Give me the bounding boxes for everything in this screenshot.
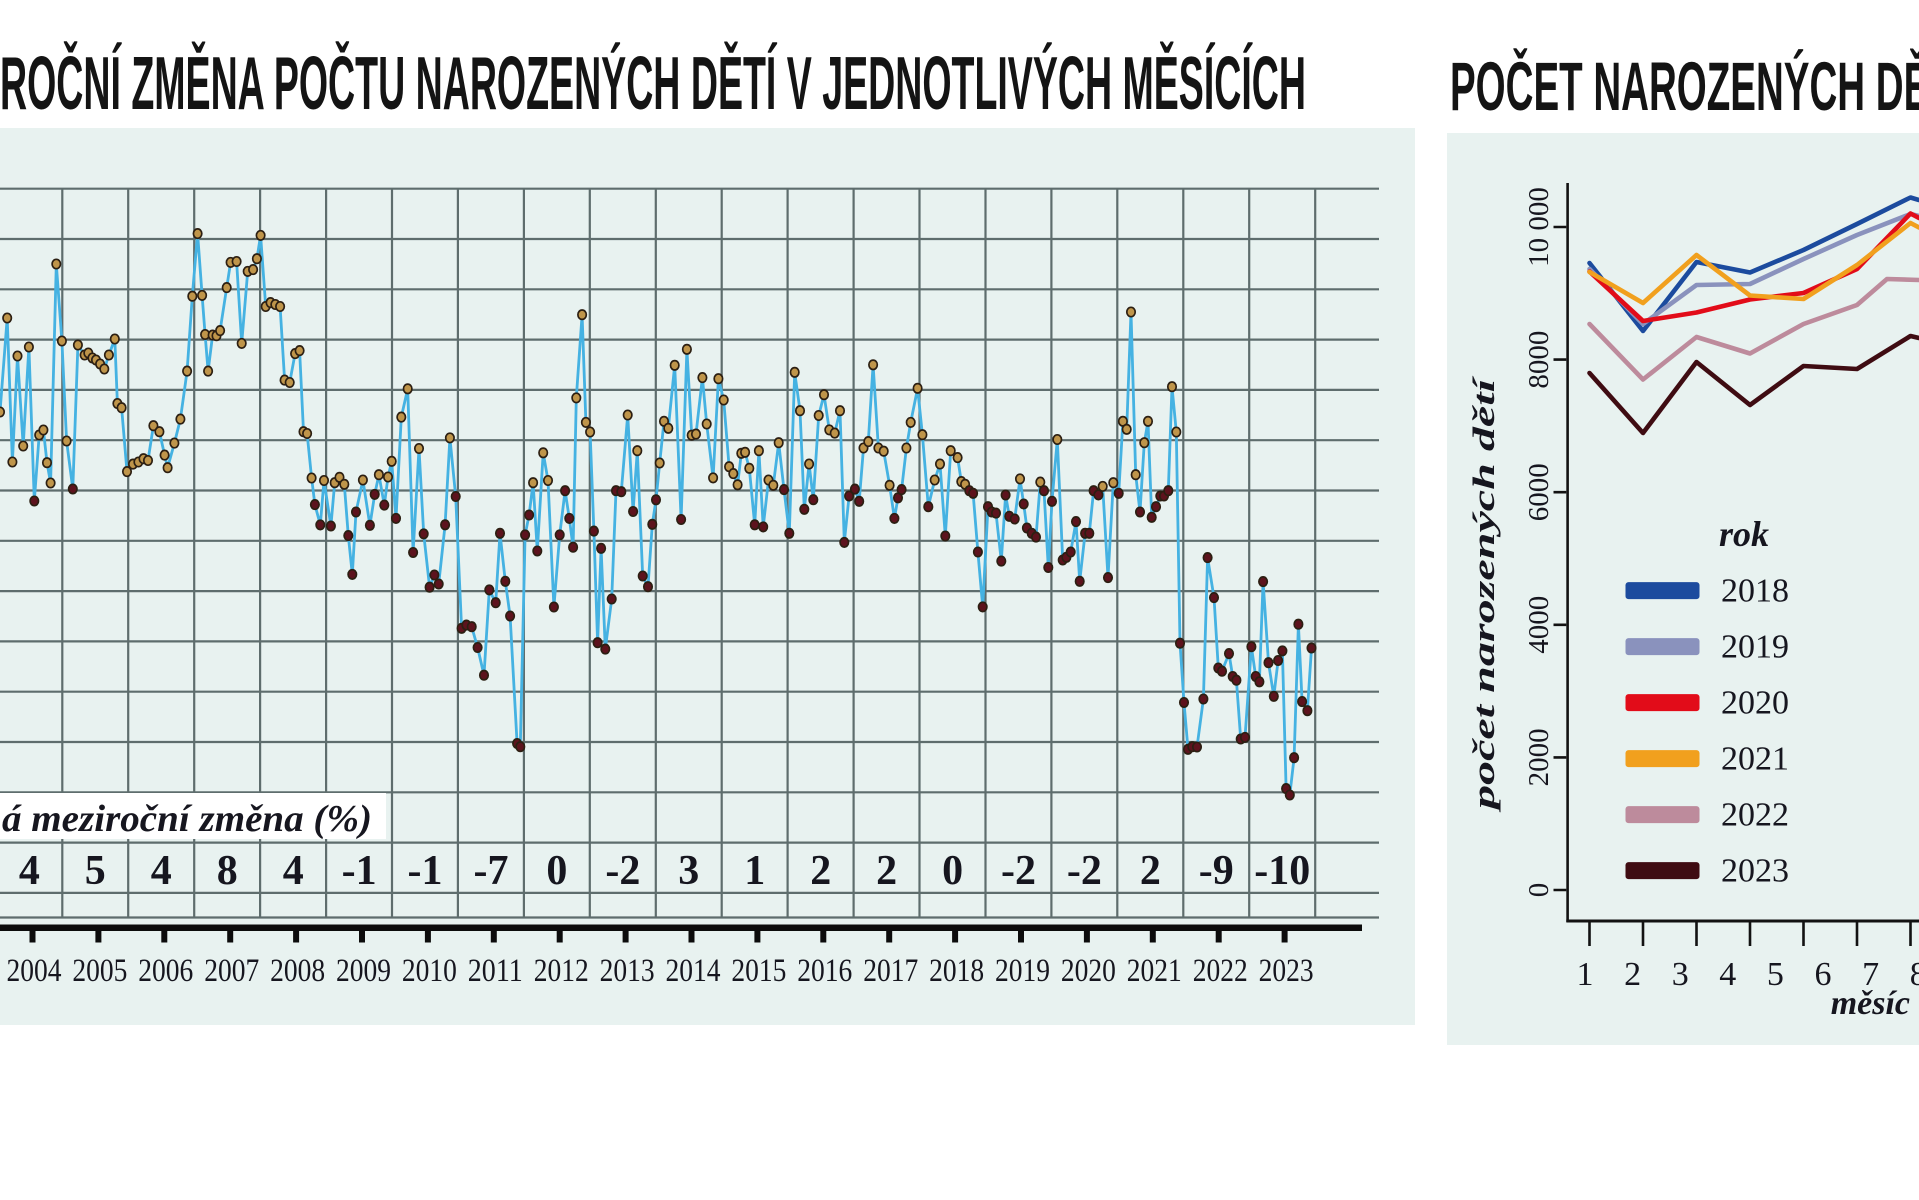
svg-text:2022: 2022 (1721, 797, 1789, 834)
svg-text:2021: 2021 (1127, 953, 1182, 989)
svg-text:2019: 2019 (995, 953, 1050, 989)
svg-text:2018: 2018 (1721, 573, 1789, 610)
svg-text:POČET NAROZENÝCH DĚTÍ V JEDNOT: POČET NAROZENÝCH DĚTÍ V JEDNOTLIVÝCH MĚS… (1450, 48, 1919, 125)
svg-text:4: 4 (1719, 956, 1736, 993)
svg-text:2010: 2010 (402, 953, 457, 989)
svg-text:8000: 8000 (1523, 331, 1555, 389)
svg-text:2005: 2005 (72, 953, 127, 989)
svg-text:2008: 2008 (270, 953, 325, 989)
svg-text:2020: 2020 (1721, 685, 1789, 722)
svg-text:-7: -7 (474, 848, 509, 894)
svg-text:0: 0 (546, 848, 567, 894)
svg-text:4: 4 (151, 848, 172, 894)
svg-text:0: 0 (1523, 883, 1555, 898)
svg-text:2009: 2009 (336, 953, 391, 989)
svg-text:-2: -2 (1001, 848, 1036, 894)
svg-text:3: 3 (678, 848, 699, 894)
svg-text:2019: 2019 (1721, 629, 1789, 666)
svg-text:2012: 2012 (534, 953, 589, 989)
svg-text:5: 5 (85, 848, 106, 894)
svg-text:2006: 2006 (138, 953, 193, 989)
svg-text:2000: 2000 (1523, 728, 1555, 786)
svg-text:2023: 2023 (1259, 953, 1314, 989)
svg-text:2: 2 (1140, 848, 1161, 894)
svg-text:2004: 2004 (7, 953, 62, 989)
svg-text:2011: 2011 (468, 953, 523, 989)
svg-text:2021: 2021 (1721, 741, 1789, 778)
svg-text:-10: -10 (1254, 848, 1310, 894)
svg-text:ROČNÍ ZMĚNA POČTU NAROZENÝCH D: ROČNÍ ZMĚNA POČTU NAROZENÝCH DĚTÍ V JEDN… (0, 41, 1306, 125)
svg-text:2: 2 (876, 848, 897, 894)
svg-text:2017: 2017 (863, 953, 918, 989)
svg-text:2015: 2015 (731, 953, 786, 989)
svg-text:-1: -1 (408, 848, 443, 894)
svg-text:á meziroční změna (%): á meziroční změna (%) (2, 798, 372, 840)
svg-text:0: 0 (942, 848, 963, 894)
svg-text:2022: 2022 (1193, 953, 1248, 989)
svg-text:2016: 2016 (797, 953, 852, 989)
svg-text:-9: -9 (1199, 848, 1234, 894)
svg-text:2020: 2020 (1061, 953, 1116, 989)
svg-text:6: 6 (1815, 956, 1832, 993)
svg-text:2018: 2018 (929, 953, 984, 989)
svg-text:1: 1 (1577, 956, 1594, 993)
svg-text:2: 2 (810, 848, 831, 894)
svg-text:-1: -1 (342, 848, 377, 894)
svg-text:10 000: 10 000 (1523, 187, 1555, 267)
svg-text:měsíc: měsíc (1831, 985, 1910, 1022)
svg-text:7: 7 (1862, 956, 1879, 993)
svg-text:5: 5 (1767, 956, 1784, 993)
svg-text:2007: 2007 (204, 953, 259, 989)
svg-text:1: 1 (744, 848, 765, 894)
svg-text:rok: rok (1719, 514, 1769, 554)
svg-text:2: 2 (1624, 956, 1641, 993)
svg-text:2023: 2023 (1721, 853, 1789, 890)
svg-text:počet narozených dětí: počet narozených dětí (1466, 375, 1501, 813)
svg-text:-2: -2 (1067, 848, 1102, 894)
svg-text:3: 3 (1672, 956, 1689, 993)
svg-text:-2: -2 (605, 848, 640, 894)
svg-text:4000: 4000 (1523, 596, 1555, 654)
svg-text:4: 4 (283, 848, 304, 894)
svg-text:2014: 2014 (666, 953, 721, 989)
svg-text:4: 4 (19, 848, 40, 894)
svg-text:8: 8 (217, 848, 238, 894)
svg-text:6000: 6000 (1523, 463, 1555, 521)
svg-text:2013: 2013 (600, 953, 655, 989)
svg-text:8: 8 (1910, 956, 1919, 993)
